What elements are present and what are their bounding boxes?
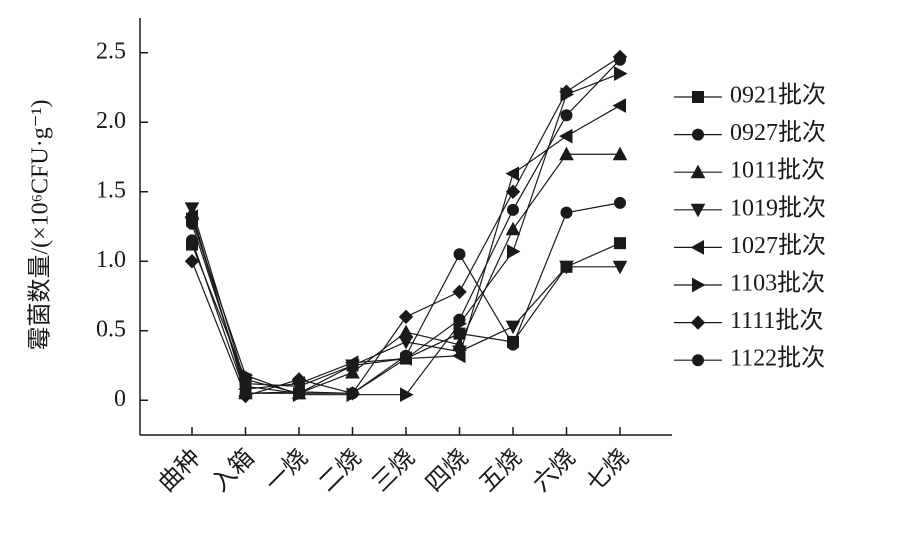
- data-point: [186, 212, 200, 227]
- x-tick-label: 入箱: [207, 444, 260, 497]
- legend-label: 1011批次: [730, 157, 825, 184]
- data-point: [505, 221, 521, 236]
- legend-label: 1111批次: [730, 307, 823, 334]
- data-point: [614, 196, 626, 209]
- legend-marker: [692, 354, 704, 367]
- y-tick-label: 2.0: [96, 108, 126, 134]
- data-point: [451, 348, 466, 364]
- legend-marker: [690, 240, 704, 255]
- y-tick-label: 0.5: [96, 316, 126, 342]
- data-point: [452, 284, 467, 300]
- legend-label: 1103批次: [730, 270, 825, 297]
- data-point: [453, 248, 466, 261]
- data-point: [614, 66, 628, 81]
- y-tick-label: 0: [114, 386, 126, 412]
- data-point: [453, 316, 468, 332]
- data-point: [398, 324, 414, 339]
- data-point: [291, 372, 307, 387]
- data-point: [239, 367, 254, 383]
- legend-label: 1027批次: [730, 232, 826, 259]
- legend-marker: [692, 91, 704, 103]
- data-point: [398, 309, 414, 325]
- data-point: [559, 146, 574, 161]
- data-point: [507, 203, 519, 216]
- data-point: [344, 355, 359, 371]
- x-tick-label: 曲种: [153, 444, 206, 497]
- data-point: [398, 335, 414, 350]
- data-point: [559, 84, 574, 99]
- data-point: [184, 254, 200, 269]
- legend-marker: [690, 203, 706, 218]
- data-point: [612, 260, 628, 275]
- x-tick-label: 七烧: [581, 444, 634, 497]
- data-point: [400, 387, 414, 403]
- data-point: [505, 320, 521, 335]
- x-tick-label: 三烧: [367, 444, 420, 497]
- x-tick-label: 四烧: [421, 444, 474, 497]
- data-point: [612, 49, 628, 65]
- data-point: [560, 206, 573, 219]
- x-tick-label: 六烧: [528, 444, 581, 497]
- data-point: [614, 237, 626, 250]
- x-tick-label: 一烧: [260, 444, 313, 497]
- y-tick-label: 1.0: [96, 247, 126, 273]
- legend-label: 0927批次: [730, 119, 826, 146]
- data-point: [505, 184, 521, 199]
- legend-marker: [692, 277, 706, 293]
- data-point: [612, 146, 628, 161]
- legend-marker: [690, 164, 706, 179]
- legend-marker: [692, 128, 704, 141]
- data-point: [400, 349, 412, 362]
- y-tick-label: 1.5: [96, 177, 126, 203]
- legend-label: 1019批次: [730, 194, 826, 221]
- data-point: [507, 244, 521, 259]
- y-tick-label: 2.5: [96, 38, 126, 64]
- x-tick-label: 五烧: [474, 444, 527, 497]
- data-point: [560, 109, 573, 122]
- data-point: [558, 128, 573, 144]
- legend-label: 1122批次: [730, 345, 825, 372]
- series-line: [191, 202, 621, 394]
- data-point: [186, 234, 198, 247]
- data-point: [505, 166, 519, 182]
- data-point: [559, 260, 574, 275]
- y-axis-label: 霉菌数量/(×10⁶CFU·g⁻¹): [27, 99, 54, 350]
- x-tick-label: 二烧: [314, 444, 367, 497]
- data-point: [293, 385, 305, 398]
- data-point: [507, 338, 519, 351]
- data-point: [612, 98, 626, 113]
- legend-label: 0921批次: [730, 82, 826, 109]
- data-point: [239, 387, 252, 400]
- data-point: [184, 202, 200, 216]
- legend-marker: [690, 315, 706, 330]
- data-point: [346, 387, 359, 400]
